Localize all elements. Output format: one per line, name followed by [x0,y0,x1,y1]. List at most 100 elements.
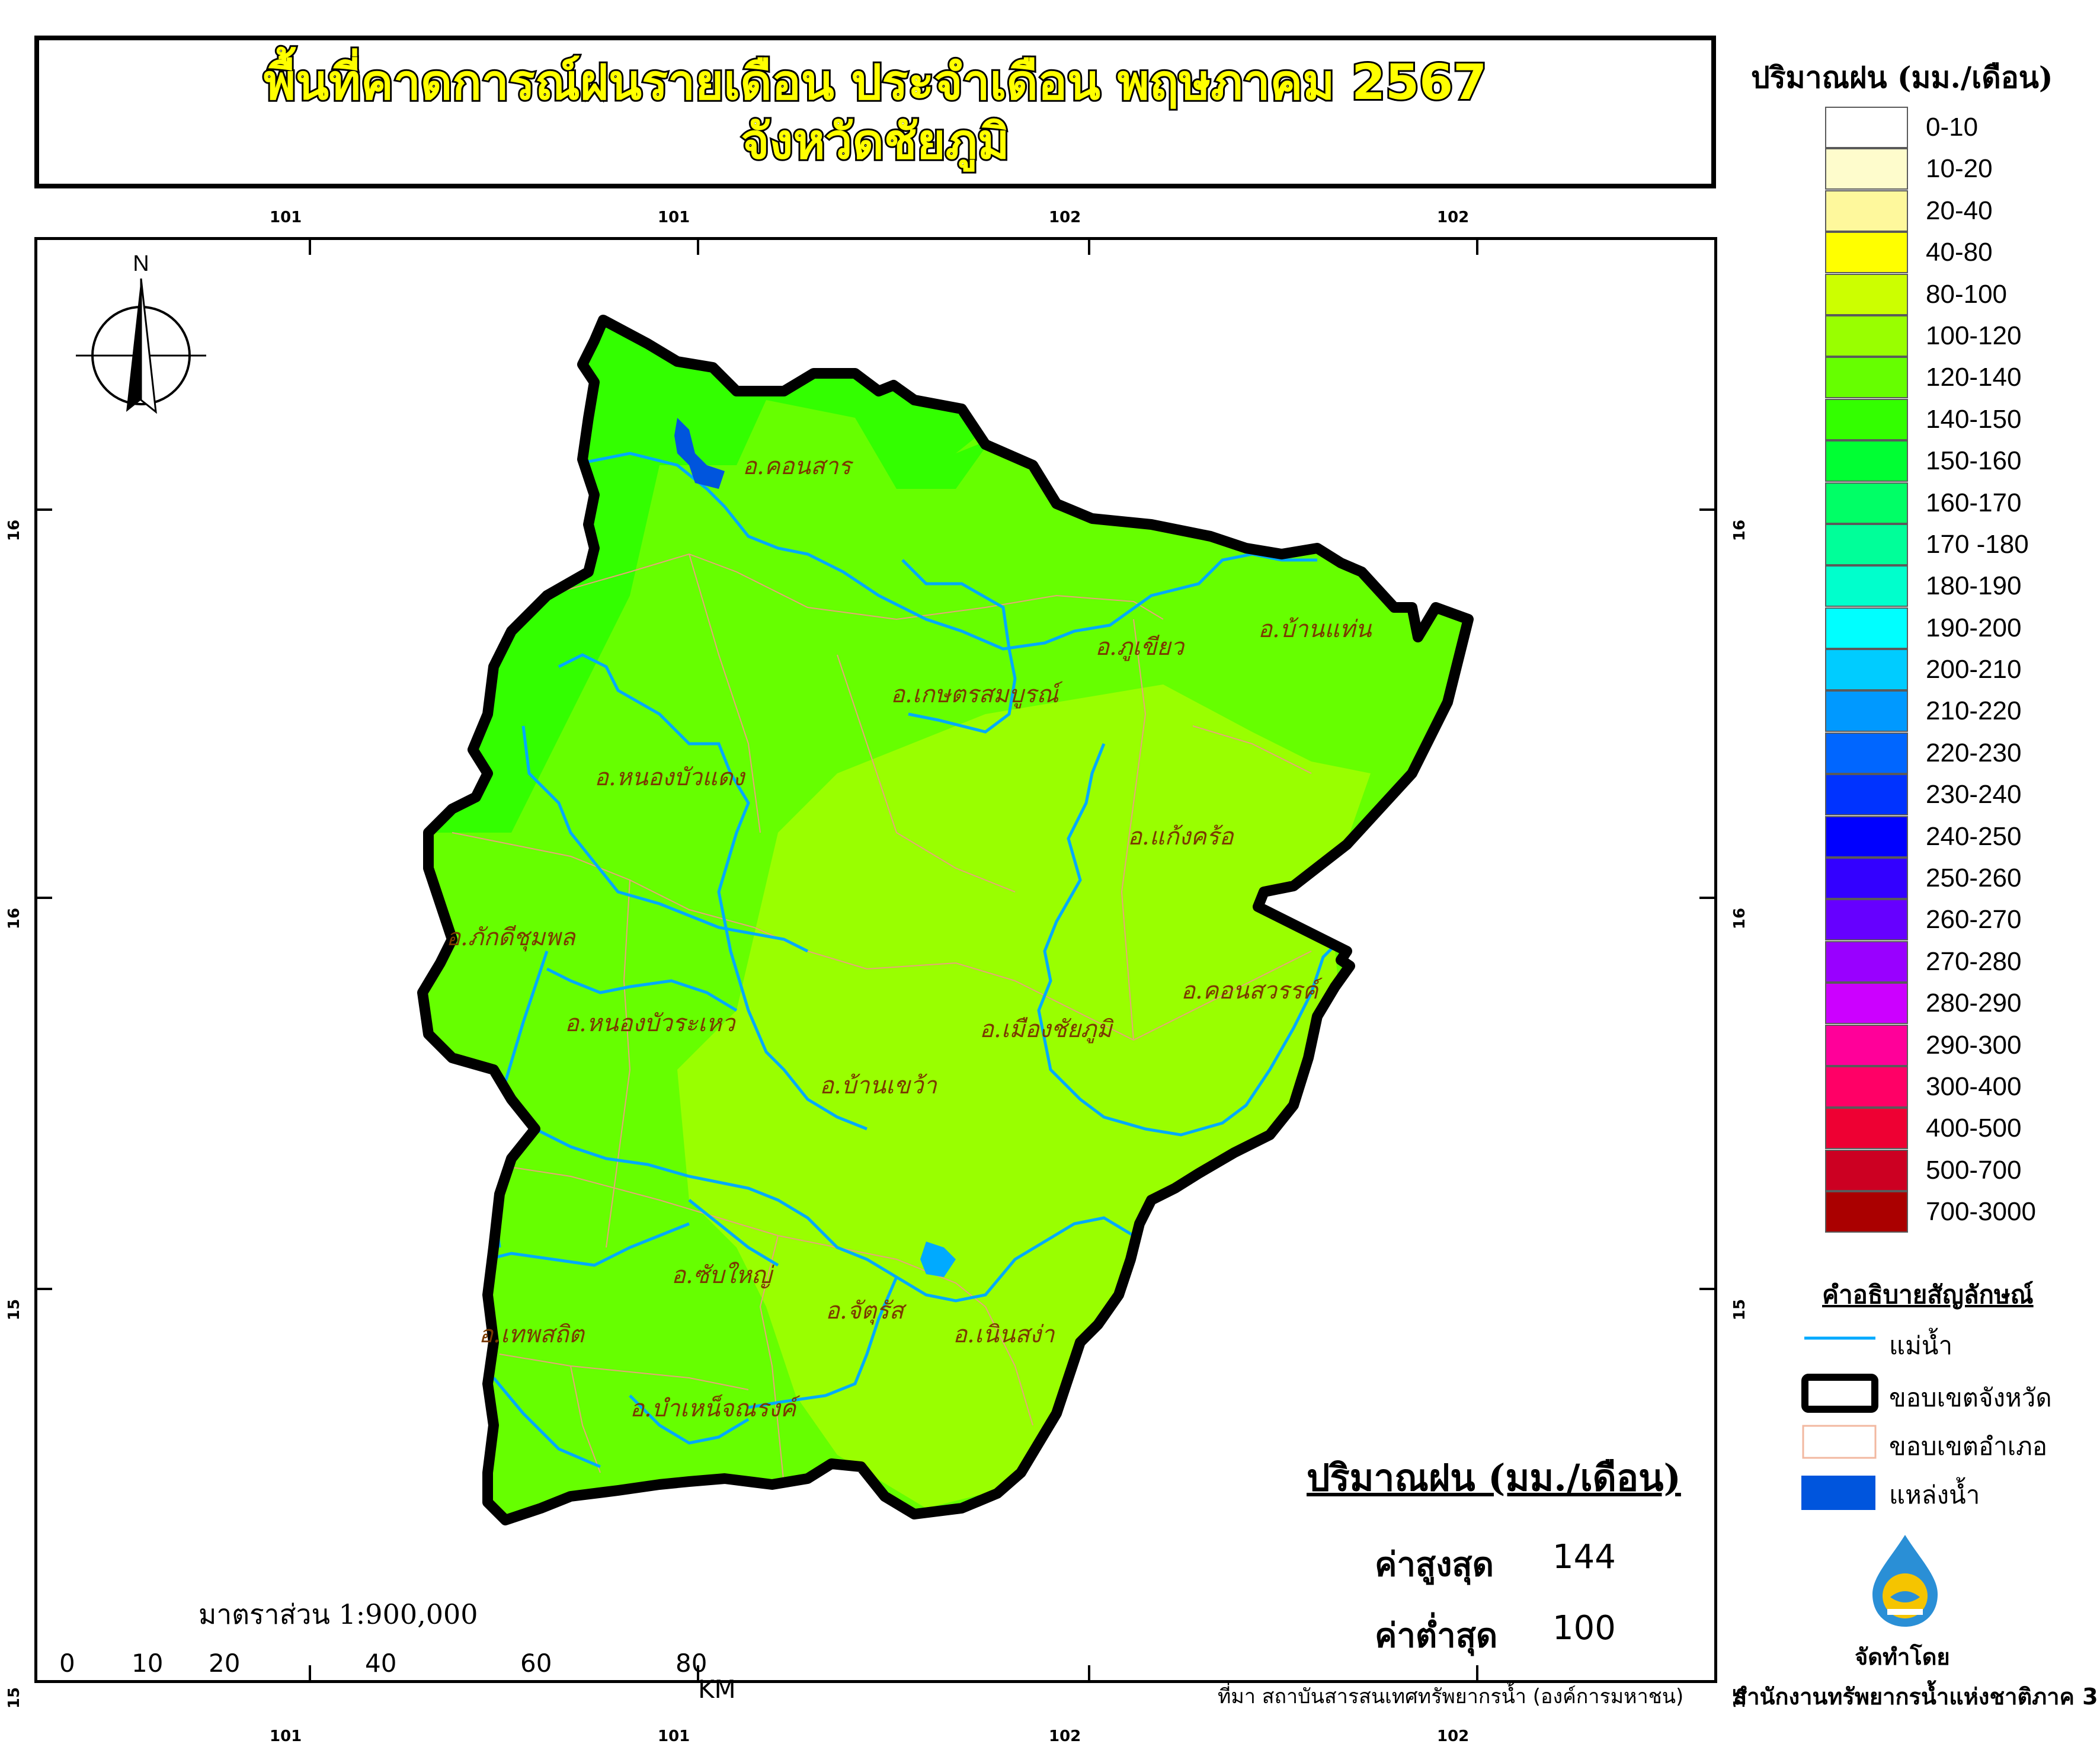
scale-ratio: มาตราส่วน 1:900,000 [199,1598,478,1630]
data-source: ที่มา สถาบันสารสนเทศทรัพยากรน้ำ (องค์การ… [1218,1685,1684,1709]
map-title-box: พื้นที่คาดการณ์ฝนรายเดือน ประจำเดือน พฤษ… [34,36,1716,188]
stat-min-value: 100 [1552,1609,1616,1647]
tick-bottom-4: 102 [1437,1727,1470,1745]
water-body-icon [1801,1476,1875,1510]
legend-label: 120-140 [1926,363,2022,392]
tick-top-3: 102 [1049,209,1081,226]
district-label-thepsathit: อ.เทพสถิต [479,1321,585,1348]
legend-swatch [1825,1108,1908,1150]
symbol-district-boundary: ขอบเขตอำเภอ [1801,1422,2098,1464]
tick-right-3: 15 [1731,1298,1749,1321]
scale-tick-0: 0 [59,1649,75,1678]
tick-bottom-1: 101 [270,1727,302,1745]
symbol-water-body-label: แหล่งน้ำ [1889,1480,1980,1509]
legend-swatch [1825,1024,1908,1066]
map-canvas: N อ.คอนสาร อ.ภูเขียว อ.บ้านแท่น อ.เกษตรส… [37,240,1714,1680]
district-label-phakdichumphon: อ.ภักดีชุมพล [446,924,577,952]
agency-name: สำนักงานทรัพยากรน้ำแห่งชาติภาค 3 [1733,1684,2098,1710]
legend-swatch [1825,482,1908,524]
graticule-ticks [37,240,1714,1680]
legend-label: 20-40 [1926,196,1993,225]
map-frame: N อ.คอนสาร อ.ภูเขียว อ.บ้านแท่น อ.เกษตรส… [34,237,1717,1683]
legend-label: 190-200 [1926,613,2022,642]
legend-swatch [1825,315,1908,357]
legend-label: 300-400 [1926,1071,2022,1101]
legend-swatch [1825,1149,1908,1191]
legend-title: ปริมาณฝน (มม./เดือน) [1751,60,2053,95]
legend-label: 160-170 [1926,488,2022,517]
legend-label: 260-270 [1926,905,2022,935]
legend-label: 240-250 [1926,821,2022,851]
north-arrow-left-half [126,279,141,412]
legend-swatch [1825,732,1908,774]
symbol-water-body: แหล่งน้ำ [1801,1471,2098,1512]
district-label-phukhiao: อ.ภูเขียว [1095,634,1186,661]
legend-swatch [1825,940,1908,983]
legend-swatch [1825,440,1908,482]
legend-label: 40-80 [1926,238,1993,267]
tick-left-4: 15 [5,1687,24,1709]
legend-swatch [1825,690,1908,732]
symbol-legend-title: คำอธิบายสัญลักษณ์ [1822,1280,2034,1309]
tick-left-2: 16 [5,907,24,930]
district-label-khonsan: อ.คอนสาร [742,453,854,480]
district-boundary-icon [1802,1425,1877,1459]
legend-label: 0-10 [1926,113,1979,142]
legend-label: 200-210 [1926,655,2022,684]
reservoir-south [920,1242,956,1277]
tick-top-1: 101 [270,209,302,226]
district-label-nongbuadaeng: อ.หนองบัวแดง [594,764,746,791]
tick-right-2: 16 [1731,907,1749,930]
legend-swatch [1825,815,1908,858]
legend-swatch [1825,107,1908,148]
district-labels: อ.คอนสาร อ.ภูเขียว อ.บ้านแท่น อ.เกษตรสมบ… [446,453,1372,1422]
stat-max-value: 144 [1552,1538,1616,1576]
legend-label: 500-700 [1926,1155,2022,1185]
legend-swatch [1825,899,1908,941]
legend-label: 80-100 [1926,279,2008,309]
district-label-bankhwao: อ.บ้านเขว้า [819,1072,937,1099]
legend-swatch [1825,357,1908,399]
legend-swatch [1825,398,1908,440]
legend-swatch [1825,649,1908,691]
agency-logo-icon [1872,1535,1938,1627]
map-title: พื้นที่คาดการณ์ฝนรายเดือน ประจำเดือน พฤษ… [262,53,1488,113]
district-label-kasetsomboon: อ.เกษตรสมบูรณ์ [891,681,1063,709]
province-boundary-icon [1801,1374,1878,1413]
legend-label: 290-300 [1926,1030,2022,1060]
scale-tick-20: 20 [209,1649,241,1678]
tick-bottom-3: 102 [1049,1727,1081,1745]
made-by-label: จัดทำโดย [1855,1644,1950,1670]
district-label-chatturat: อ.จัตุรัส [825,1297,907,1325]
district-label-banthaen: อ.บ้านแท่น [1258,616,1372,643]
north-arrow-label: N [133,251,149,276]
scale-tick-80: 80 [676,1649,708,1678]
scale-tick-60: 60 [520,1649,552,1678]
river-line-icon [1804,1336,1875,1340]
scale-tick-40: 40 [365,1649,397,1678]
legend-swatch [1825,190,1908,232]
stat-max: ค่าสูงสุด 144 [1375,1538,1616,1591]
symbol-province-boundary: ขอบเขตจังหวัด [1801,1374,2098,1415]
legend-label: 170 -180 [1926,529,2029,559]
reservoir-north [674,418,725,489]
legend-swatch [1825,607,1908,649]
symbol-district-boundary-label: ขอบเขตอำเภอ [1889,1432,2048,1461]
legend-label: 180-190 [1926,571,2022,601]
legend-label: 210-220 [1926,696,2022,726]
legend-label: 230-240 [1926,780,2022,810]
legend-label: 400-500 [1926,1114,2022,1143]
scale-tick-10: 10 [132,1649,164,1678]
legend-label: 220-230 [1926,738,2022,767]
tick-bottom-2: 101 [658,1727,690,1745]
district-label-khaengkhro: อ.แก้งคร้อ [1128,823,1235,850]
legend-swatch [1825,1191,1908,1233]
tick-left-3: 15 [5,1298,24,1321]
zone-100-120 [677,684,1371,1508]
district-label-mueang-chaiyaphum: อ.เมืองชัยภูมิ [979,1016,1114,1044]
tick-right-1: 16 [1731,519,1749,542]
district-label-khonsawan: อ.คอนสวรรค์ [1181,977,1323,1004]
legend-label: 250-260 [1926,863,2022,893]
stat-min: ค่าต่ำสุด 100 [1375,1609,1616,1662]
district-label-sapyai: อ.ซับใหญ่ [671,1262,774,1289]
